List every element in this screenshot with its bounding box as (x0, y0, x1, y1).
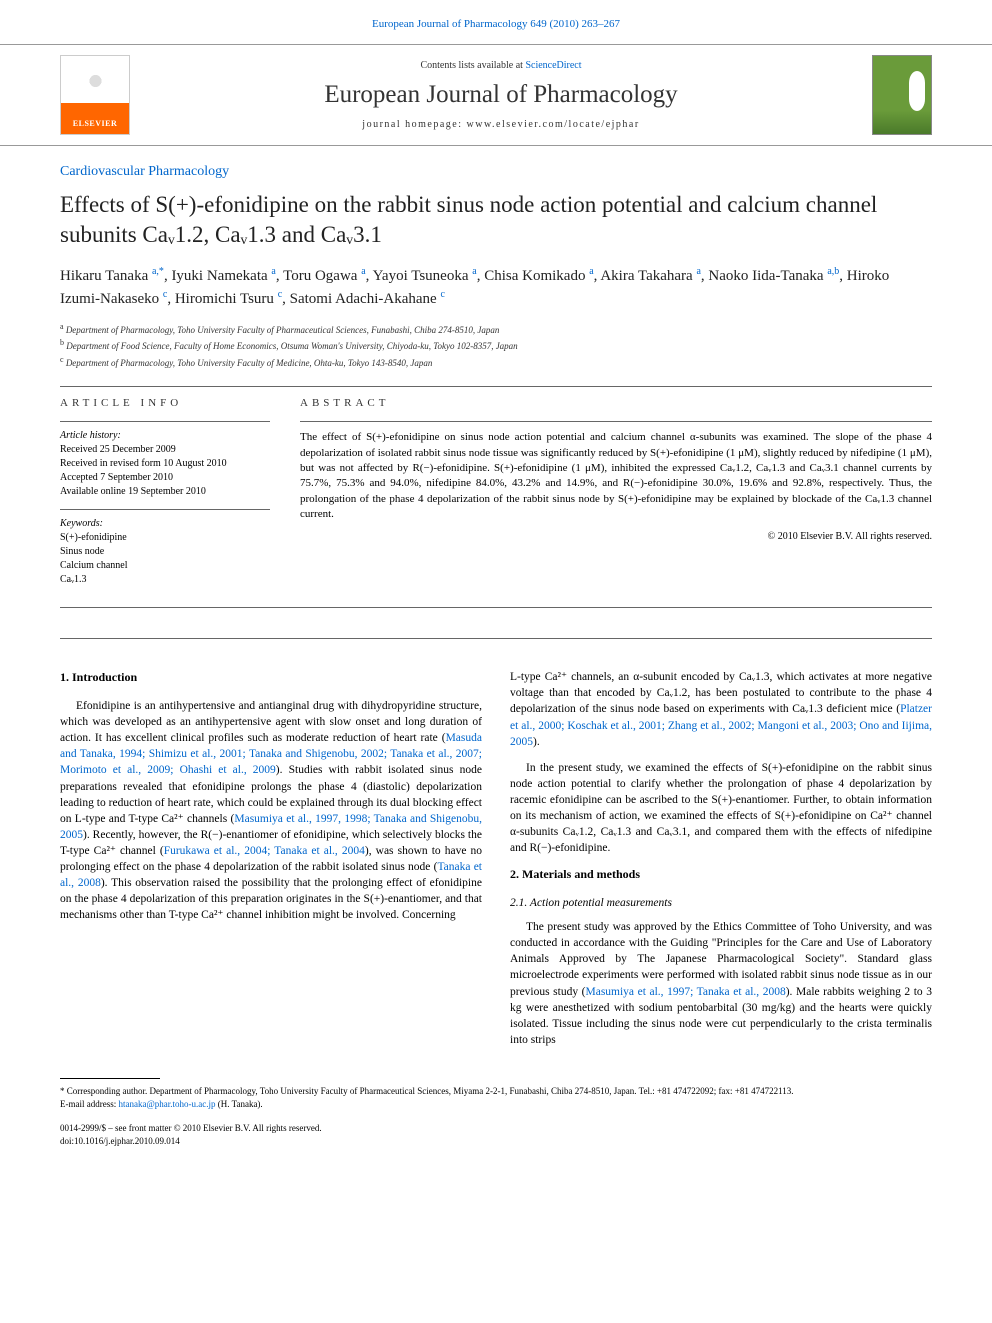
body-columns: 1. Introduction Efonidipine is an antihy… (0, 649, 992, 1058)
intro-paragraph-cont: L-type Ca²⁺ channels, an α-subunit encod… (510, 669, 932, 749)
divider (60, 638, 932, 639)
affiliation-line: a Department of Pharmacology, Toho Unive… (60, 321, 932, 338)
citation-link[interactable]: Furukawa et al., 2004; Tanaka et al., 20… (164, 845, 365, 857)
journal-citation-link[interactable]: European Journal of Pharmacology 649 (20… (0, 0, 992, 44)
divider (60, 607, 932, 608)
doi-block: 0014-2999/$ – see front matter © 2010 El… (60, 1122, 932, 1147)
corresponding-author-note: * Corresponding author. Department of Ph… (60, 1085, 932, 1098)
history-line: Available online 19 September 2010 (60, 485, 270, 499)
section-label[interactable]: Cardiovascular Pharmacology (60, 164, 932, 180)
keyword-line: Sinus node (60, 545, 270, 559)
methods-subheading: 2.1. Action potential measurements (510, 895, 932, 911)
article-info-block: ARTICLE INFO Article history: Received 2… (60, 397, 270, 597)
history-text: Received 25 December 2009Received in rev… (60, 443, 270, 499)
journal-header-bar: ELSEVIER Contents lists available at Sci… (0, 44, 992, 146)
info-divider (60, 421, 270, 422)
email-link[interactable]: htanaka@phar.toho-u.ac.jp (118, 1099, 215, 1109)
citation-link[interactable]: Masumiya et al., 1997; Tanaka et al., 20… (585, 986, 785, 998)
journal-cover-thumbnail[interactable] (872, 55, 932, 135)
keyword-line: Calcium channel (60, 559, 270, 573)
header-center: Contents lists available at ScienceDirec… (130, 60, 872, 130)
issn-line: 0014-2999/$ – see front matter © 2010 El… (60, 1122, 932, 1135)
keywords-label: Keywords: (60, 518, 270, 529)
text: ). (533, 736, 540, 748)
methods-heading: 2. Materials and methods (510, 866, 932, 883)
abstract-text: The effect of S(+)-efonidipine on sinus … (300, 430, 932, 522)
contents-prefix: Contents lists available at (420, 60, 525, 71)
info-abstract-row: ARTICLE INFO Article history: Received 2… (0, 397, 992, 597)
abstract-block: ABSTRACT The effect of S(+)-efonidipine … (300, 397, 932, 597)
methods-paragraph: The present study was approved by the Et… (510, 919, 932, 1048)
info-divider (60, 509, 270, 510)
abstract-copyright: © 2010 Elsevier B.V. All rights reserved… (300, 531, 932, 542)
intro-paragraph-2: In the present study, we examined the ef… (510, 760, 932, 857)
history-label: Article history: (60, 430, 270, 441)
email-label: E-mail address: (60, 1099, 118, 1109)
homepage-line: journal homepage: www.elsevier.com/locat… (130, 119, 872, 130)
keyword-line: Caᵥ1.3 (60, 573, 270, 587)
intro-heading: 1. Introduction (60, 669, 482, 686)
footer-block: * Corresponding author. Department of Ph… (0, 1078, 992, 1167)
sciencedirect-link[interactable]: ScienceDirect (525, 60, 581, 71)
history-line: Received in revised form 10 August 2010 (60, 457, 270, 471)
elsevier-logo-text: ELSEVIER (73, 119, 117, 128)
keywords-text: S(+)-efonidipineSinus nodeCalcium channe… (60, 531, 270, 587)
doi-line: doi:10.1016/j.ejphar.2010.09.014 (60, 1135, 932, 1148)
text: ). This observation raised the possibili… (60, 877, 482, 921)
right-column: L-type Ca²⁺ channels, an α-subunit encod… (510, 669, 932, 1058)
history-line: Received 25 December 2009 (60, 443, 270, 457)
footnote-rule (60, 1078, 160, 1079)
abstract-heading: ABSTRACT (300, 397, 932, 409)
left-column: 1. Introduction Efonidipine is an antihy… (60, 669, 482, 1058)
text: L-type Ca²⁺ channels, an α-subunit encod… (510, 671, 932, 715)
homepage-prefix: journal homepage: (362, 119, 466, 130)
article-header: Cardiovascular Pharmacology Effects of S… (0, 146, 992, 370)
abstract-divider (300, 421, 932, 422)
keyword-line: S(+)-efonidipine (60, 531, 270, 545)
email-suffix: (H. Tanaka). (216, 1099, 263, 1109)
homepage-url[interactable]: www.elsevier.com/locate/ejphar (467, 119, 640, 130)
intro-paragraph: Efonidipine is an antihypertensive and a… (60, 698, 482, 923)
author-list: Hikaru Tanaka a,*, Iyuki Namekata a, Tor… (60, 264, 932, 311)
article-title: Effects of S(+)-efonidipine on the rabbi… (60, 190, 932, 250)
text: Efonidipine is an antihypertensive and a… (60, 700, 482, 744)
affiliation-line: c Department of Pharmacology, Toho Unive… (60, 354, 932, 371)
divider (60, 386, 932, 387)
elsevier-logo[interactable]: ELSEVIER (60, 55, 130, 135)
history-line: Accepted 7 September 2010 (60, 471, 270, 485)
affiliation-line: b Department of Food Science, Faculty of… (60, 337, 932, 354)
article-info-heading: ARTICLE INFO (60, 397, 270, 409)
contents-line: Contents lists available at ScienceDirec… (130, 60, 872, 71)
email-line: E-mail address: htanaka@phar.toho-u.ac.j… (60, 1098, 932, 1111)
journal-name: European Journal of Pharmacology (130, 81, 872, 109)
affiliations: a Department of Pharmacology, Toho Unive… (60, 321, 932, 371)
